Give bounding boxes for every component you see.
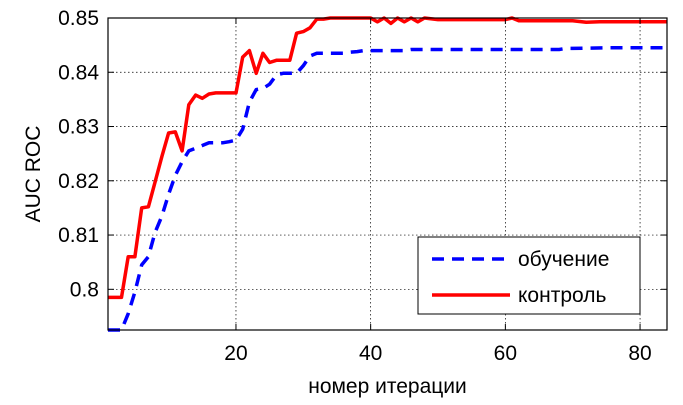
tick-labels: 20 40 60 80 0.8 0.81 0.82 0.83 0.84 0.85 [58,7,652,365]
legend-label: контроль [518,284,606,307]
y-tick-label: 0.84 [58,61,99,84]
legend: обучение контроль [417,236,641,315]
x-tick-label: 60 [494,342,517,365]
y-axis-label: AUC ROC [22,126,45,223]
x-tick-label: 80 [628,342,651,365]
y-tick-label: 0.83 [58,116,99,139]
plot-frame [107,17,668,331]
x-tick-label: 40 [359,342,382,365]
series-line-control [108,16,667,300]
axis-ticks [108,17,667,330]
series-line-train [108,46,667,332]
x-axis-label: номер итерации [308,375,467,398]
series-layer [108,16,667,332]
legend-box [417,236,641,315]
legend-label: обучение [518,248,609,271]
y-tick-label: 0.81 [58,224,99,247]
y-tick-label: 0.85 [58,7,99,30]
y-tick-label: 0.8 [70,278,99,301]
x-tick-label: 20 [224,342,247,365]
y-tick-label: 0.82 [58,170,99,193]
